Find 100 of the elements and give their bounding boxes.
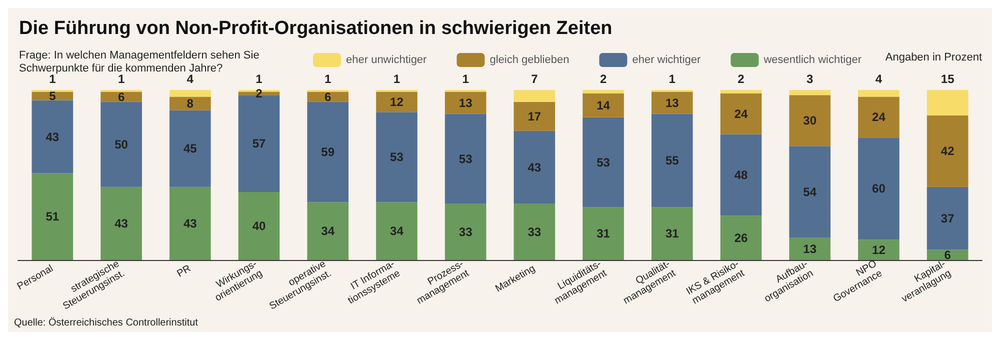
bar <box>169 110 211 187</box>
data-label: 24 <box>872 110 886 124</box>
data-label: 7 <box>531 72 538 86</box>
data-label: 43 <box>114 216 128 230</box>
bar <box>720 216 762 260</box>
bar <box>444 114 486 204</box>
data-label: 34 <box>390 224 404 238</box>
data-label: 50 <box>114 137 128 152</box>
x-tick-label: PR <box>175 263 193 280</box>
bar <box>169 90 211 97</box>
data-label: 45 <box>183 142 198 156</box>
bar <box>376 92 418 112</box>
data-label: 6 <box>944 248 952 262</box>
bar <box>514 90 556 102</box>
data-label: 51 <box>46 210 60 224</box>
chart-title: Die Führung von Non-Profit-Organisationen in schwierigen Zeiten <box>19 18 612 39</box>
bar <box>100 102 142 187</box>
data-label: 2 <box>738 72 745 86</box>
bar <box>169 96 211 110</box>
text: Angaben in Prozent <box>885 52 982 64</box>
bar <box>307 92 349 102</box>
data-label: 31 <box>665 226 680 241</box>
data-label: 4 <box>875 72 882 86</box>
bar <box>514 204 556 260</box>
data-label: 13 <box>458 96 473 110</box>
bar <box>238 192 280 260</box>
legend-label: gleich geblieben <box>490 54 570 66</box>
data-label: 6 <box>324 90 332 104</box>
data-label: 17 <box>528 109 542 124</box>
data-label: 55 <box>665 154 680 168</box>
data-label: 59 <box>321 145 335 160</box>
data-label: 1 <box>49 72 56 86</box>
bar <box>32 173 74 260</box>
data-label: 3 <box>806 72 814 86</box>
data-label: 60 <box>872 182 886 196</box>
bar <box>444 204 486 260</box>
data-label: 13 <box>803 242 817 256</box>
bar <box>789 95 831 146</box>
legend-label: eher unwichtiger <box>346 54 428 66</box>
data-label: 4 <box>186 72 194 86</box>
data-label: 26 <box>734 230 748 245</box>
data-label: 1 <box>462 72 470 86</box>
bar <box>858 90 900 97</box>
source-note: Quelle: Österreichisches Controllerinstitut <box>14 316 198 328</box>
data-label: 1 <box>324 72 332 86</box>
bar <box>582 90 624 94</box>
data-label: 43 <box>528 160 542 174</box>
data-label: 30 <box>803 114 817 128</box>
data-label: 5 <box>49 88 56 103</box>
bar <box>789 238 831 260</box>
data-label: 24 <box>734 106 748 121</box>
data-label: 40 <box>252 219 266 233</box>
bar <box>100 92 142 102</box>
data-label: 57 <box>252 136 266 151</box>
bar <box>858 240 900 260</box>
data-label: 43 <box>183 216 198 230</box>
bar <box>926 90 968 116</box>
bar <box>926 186 968 250</box>
data-label: 37 <box>940 211 955 226</box>
bar <box>789 90 831 96</box>
bar <box>651 207 693 260</box>
bar <box>376 202 418 260</box>
bar <box>858 96 900 138</box>
bar <box>720 134 762 216</box>
data-label: 53 <box>596 155 610 170</box>
data-label: 2 <box>600 72 607 86</box>
legend-label: wesentlich wichtiger <box>762 54 862 66</box>
bar <box>307 102 349 202</box>
data-label: 12 <box>872 242 886 257</box>
data-label: 53 <box>390 150 404 164</box>
bar <box>169 186 211 260</box>
bar <box>32 100 74 174</box>
bar <box>789 146 831 238</box>
data-label: 43 <box>46 130 60 144</box>
bar <box>582 93 624 118</box>
data-label: 33 <box>458 224 473 239</box>
bar <box>307 202 349 260</box>
data-label: 54 <box>803 185 817 199</box>
chart-subtitle: Frage: In welchen Managementfeldern sehen Sie Schwerpunkte für die kommenden Jahre? <box>19 50 260 74</box>
data-label: 13 <box>665 96 680 110</box>
bar <box>858 138 900 240</box>
data-label: 1 <box>668 72 676 86</box>
bar <box>651 114 693 208</box>
bar <box>376 112 418 202</box>
bar <box>582 207 624 260</box>
bar <box>582 117 624 208</box>
bar <box>100 186 142 260</box>
data-label: 33 <box>528 224 542 239</box>
data-label: 42 <box>940 144 955 158</box>
data-label: 8 <box>186 96 194 111</box>
data-label: 6 <box>118 90 125 104</box>
data-label: 1 <box>118 72 125 86</box>
data-label: 31 <box>596 226 610 241</box>
data-label: 12 <box>390 94 404 109</box>
data-label: 14 <box>596 98 610 112</box>
data-label: 15 <box>940 72 955 86</box>
legend-label: eher wichtiger <box>632 54 702 66</box>
bar <box>720 93 762 134</box>
data-label: 1 <box>393 72 400 86</box>
bar <box>444 92 486 114</box>
